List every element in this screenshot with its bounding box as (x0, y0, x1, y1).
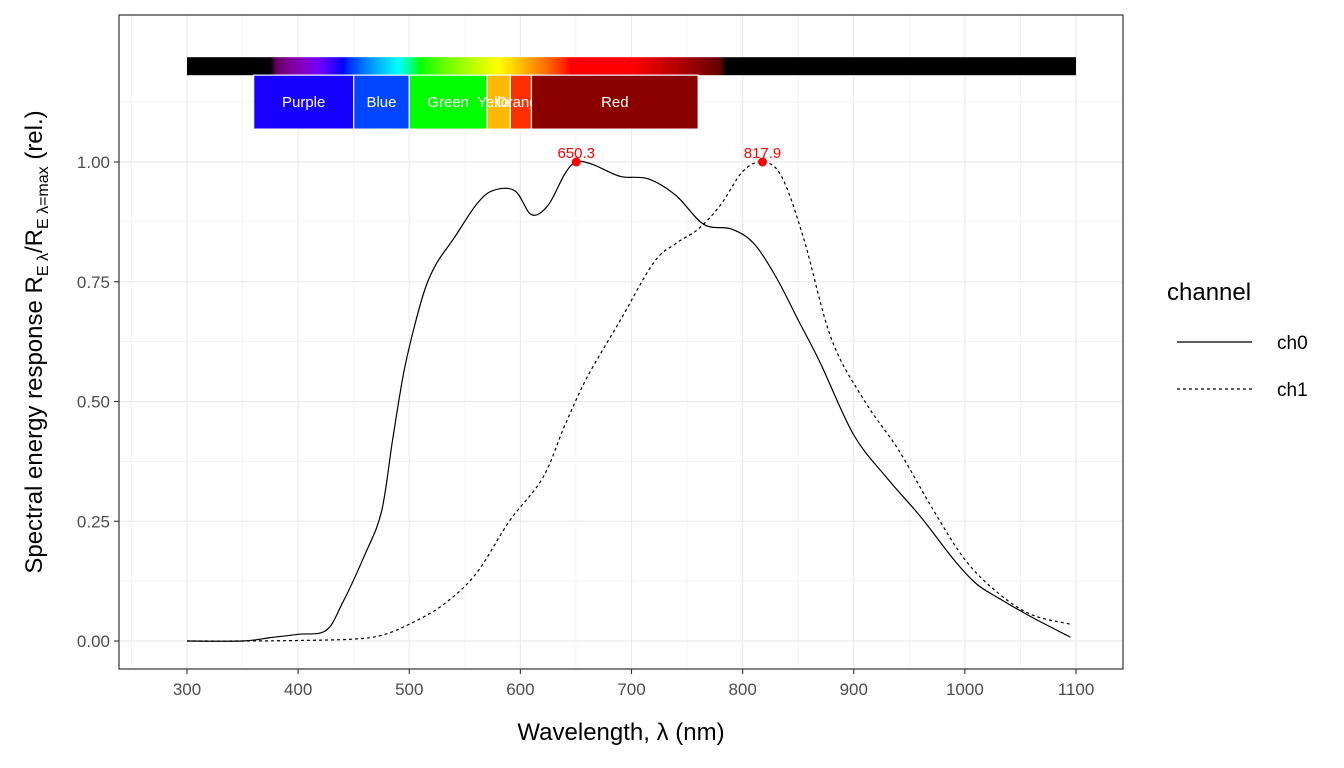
series-lines (186, 160, 1071, 642)
legend: channel ch0 ch1 (1167, 279, 1308, 401)
x-axis-title: Wavelength, λ (nm) (517, 719, 724, 746)
band-green (408, 74, 488, 130)
band-red (530, 74, 699, 130)
x-tick-label: 800 (728, 680, 756, 699)
band-label-red: Red (601, 94, 629, 111)
y-axis-title-slash: /R (21, 229, 48, 253)
axis-ticks: 300 400 500 600 700 800 900 1000 1100 0.00 0.25 0.5… (77, 153, 1094, 699)
y-tick-label: 0.00 (77, 632, 110, 651)
series-line-ch1 (186, 161, 1071, 642)
band-purple (253, 74, 355, 130)
legend-title: channel (1167, 279, 1251, 306)
y-tick-label: 0.50 (77, 393, 110, 412)
legend-items: ch0 ch1 (1177, 333, 1308, 401)
series-line-ch0 (186, 160, 1071, 642)
band-label-blue: Blue (366, 94, 396, 111)
band-label-green: Green (427, 94, 469, 111)
x-tick-label: 400 (284, 680, 312, 699)
band-blue (353, 74, 410, 130)
peak-marker-ch0 (571, 157, 581, 167)
x-tick-label: 700 (617, 680, 645, 699)
y-axis-title-sub2: E λ=max (35, 166, 52, 229)
peak-label-ch0: 650.3 (557, 145, 595, 162)
x-tick-label: 300 (173, 680, 201, 699)
x-tick-label: 1000 (946, 680, 984, 699)
y-tick-label: 1.00 (77, 153, 110, 172)
x-tick-label: 900 (840, 680, 868, 699)
y-axis-title-prefix: Spectral energy response R (21, 276, 48, 574)
y-axis-title-suffix: (rel.) (21, 110, 48, 166)
y-axis-title: Spectral energy response RE λ/RE λ=max (… (21, 110, 52, 573)
spectrum-bar (187, 57, 1076, 76)
y-tick-label: 0.75 (77, 273, 110, 292)
legend-label-ch1: ch1 (1277, 380, 1308, 401)
legend-label-ch0: ch0 (1277, 333, 1308, 354)
x-tick-label: 500 (395, 680, 423, 699)
y-axis-title-sub1: E λ (35, 253, 52, 276)
x-tick-label: 1100 (1058, 680, 1095, 699)
y-tick-label: 0.25 (77, 512, 110, 531)
peak-marker-ch1 (758, 157, 768, 167)
band-label-purple: Purple (282, 94, 325, 111)
plot-border (118, 14, 1124, 670)
band-label-yellow: Yellow (477, 94, 520, 111)
x-tick-label: 600 (506, 680, 534, 699)
peak-label-ch1: 817.9 (744, 145, 782, 162)
peak-markers: 650.3 817.9 (557, 145, 781, 167)
